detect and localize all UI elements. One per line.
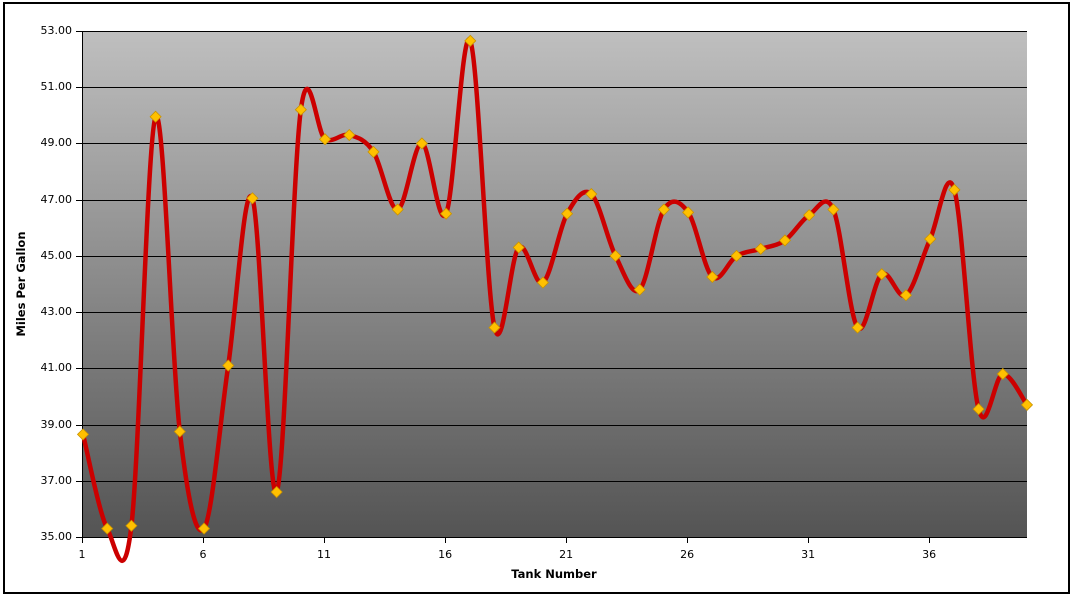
data-point-marker-tank-21 — [561, 207, 574, 220]
data-point-marker-tank-31 — [803, 209, 816, 222]
y-tick-label: 51.00 — [40, 80, 73, 94]
gridline-y-41 — [83, 368, 1027, 370]
x-tick-mark — [687, 538, 689, 543]
y-tick-mark — [76, 255, 82, 257]
y-tick-mark — [76, 199, 82, 201]
data-point-marker-tank-2 — [101, 522, 114, 535]
data-point-marker-tank-37 — [948, 183, 961, 196]
data-point-marker-tank-3 — [125, 519, 138, 532]
data-point-marker-tank-27 — [706, 270, 719, 284]
data-point-marker-tank-39 — [996, 367, 1009, 381]
data-point-marker-tank-9 — [270, 485, 283, 499]
mpg-series-line — [80, 37, 1030, 563]
data-point-marker-tank-24 — [633, 283, 646, 296]
data-point-marker-tank-30 — [778, 234, 792, 247]
gridline-y-53 — [83, 31, 1027, 32]
y-tick-mark — [76, 143, 82, 145]
x-tick-mark — [929, 538, 931, 543]
gridline-y-43 — [83, 312, 1027, 314]
plot-area — [76, 31, 1034, 563]
y-axis-title: Miles Per Gallon — [14, 231, 28, 337]
data-point-marker-tank-35 — [899, 289, 913, 302]
y-tick-label: 37.00 — [40, 473, 73, 487]
data-point-marker-tank-36 — [924, 232, 937, 246]
data-point-marker-tank-20 — [536, 276, 549, 289]
data-point-marker-tank-15 — [415, 137, 428, 150]
x-tick-label: 6 — [199, 548, 207, 561]
data-point-marker-tank-8 — [246, 192, 259, 205]
data-point-marker-tank-32 — [827, 203, 840, 216]
y-tick-mark — [76, 424, 82, 426]
gridline-y-47 — [83, 199, 1027, 201]
y-tick-label: 53.00 — [40, 24, 73, 37]
y-tick-mark — [76, 537, 82, 538]
data-point-marker-tank-14 — [391, 203, 404, 216]
data-point-marker-tank-13 — [367, 145, 380, 158]
data-point-marker-tank-25 — [657, 203, 670, 216]
x-tick-mark — [808, 538, 810, 543]
x-tick-mark — [445, 538, 447, 543]
data-point-marker-tank-18 — [488, 321, 501, 334]
y-tick-mark — [76, 480, 82, 482]
y-tick-label: 49.00 — [40, 136, 73, 150]
data-point-marker-tank-23 — [609, 249, 622, 262]
data-point-marker-tank-26 — [682, 206, 695, 219]
x-tick-mark — [566, 538, 568, 543]
data-point-marker-tank-40 — [1020, 398, 1034, 411]
y-tick-label: 41.00 — [40, 361, 73, 375]
x-tick-label: 16 — [438, 548, 453, 561]
series-svg — [76, 34, 1034, 563]
gridline-y-49 — [83, 143, 1027, 145]
x-tick-label: 31 — [801, 548, 816, 561]
data-point-marker-tank-1 — [76, 428, 90, 441]
gridline-y-51 — [83, 87, 1027, 89]
y-tick-label: 45.00 — [40, 248, 73, 262]
y-tick-label: 43.00 — [40, 305, 73, 319]
data-point-marker-tank-6 — [197, 522, 211, 535]
y-tick-label: 35.00 — [40, 530, 73, 543]
y-tick-mark — [76, 87, 82, 89]
y-tick-mark — [76, 312, 82, 314]
data-point-marker-tank-16 — [440, 207, 453, 220]
data-point-marker-tank-7 — [222, 359, 235, 372]
gridline-y-37 — [83, 480, 1027, 482]
data-point-marker-tank-11 — [318, 133, 332, 146]
x-tick-label: 26 — [680, 548, 695, 561]
data-point-marker-tank-34 — [875, 268, 888, 281]
y-tick-mark — [76, 31, 82, 32]
data-point-marker-tank-38 — [972, 403, 985, 416]
x-tick-label: 36 — [922, 548, 937, 561]
data-point-marker-tank-22 — [585, 187, 598, 201]
data-point-marker-tank-19 — [512, 241, 525, 254]
data-point-marker-tank-4 — [149, 110, 162, 123]
data-point-marker-tank-12 — [343, 128, 356, 142]
x-tick-label: 1 — [78, 548, 86, 561]
data-point-marker-tank-33 — [851, 321, 864, 334]
data-point-marker-tank-29 — [754, 242, 767, 255]
y-tick-label: 47.00 — [40, 192, 73, 206]
x-tick-mark — [82, 538, 83, 543]
x-tick-mark — [324, 538, 326, 543]
x-tick-label: 21 — [559, 548, 574, 561]
data-point-marker-tank-28 — [730, 249, 743, 262]
x-tick-mark — [203, 538, 205, 543]
x-axis-title: Tank Number — [511, 567, 597, 581]
y-tick-mark — [76, 368, 82, 370]
x-tick-label: 11 — [317, 548, 332, 561]
gridline-y-39 — [83, 424, 1027, 426]
data-point-marker-tank-5 — [173, 425, 186, 438]
data-point-marker-tank-17 — [464, 34, 477, 47]
data-point-marker-tank-10 — [294, 103, 307, 116]
y-tick-label: 39.00 — [40, 417, 73, 431]
